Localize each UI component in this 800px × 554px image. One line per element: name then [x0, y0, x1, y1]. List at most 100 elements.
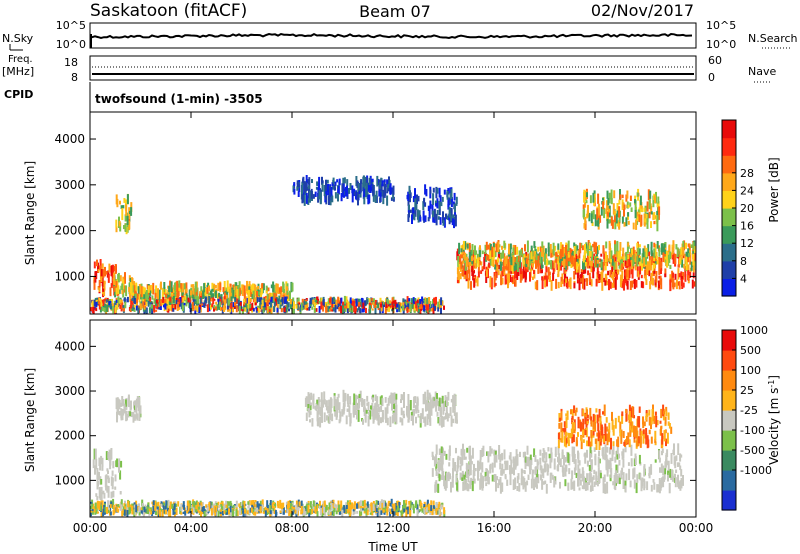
- echo-cell: [504, 460, 507, 465]
- echo-cell: [395, 414, 398, 425]
- echo-cell: [466, 243, 469, 249]
- echo-cell: [658, 478, 661, 485]
- echo-cell: [372, 302, 375, 305]
- echo-cell: [331, 297, 334, 305]
- echo-cell: [169, 296, 172, 303]
- echo-cell: [583, 208, 586, 220]
- echo-cell: [132, 412, 135, 423]
- echo-cell: [519, 272, 522, 283]
- echo-cell: [230, 302, 233, 309]
- echo-cell: [623, 222, 626, 227]
- echo-cell: [553, 262, 556, 269]
- echo-cell: [353, 508, 356, 515]
- echo-cell: [452, 214, 455, 220]
- echo-cell: [319, 406, 322, 417]
- echo-cell: [438, 448, 441, 455]
- echo-cell: [543, 451, 546, 459]
- echo-cell: [133, 304, 136, 308]
- echo-cell: [435, 468, 438, 476]
- echo-cell: [542, 458, 545, 463]
- echo-cell: [130, 202, 133, 212]
- echo-cell: [645, 257, 647, 265]
- echo-cell: [160, 299, 163, 307]
- echo-cell: [133, 504, 136, 508]
- echo-cell: [434, 484, 437, 493]
- echo-cell: [434, 306, 436, 311]
- echo-cell: [347, 403, 350, 407]
- echo-cell: [625, 251, 628, 261]
- echo-cell: [583, 476, 586, 483]
- echo-cell: [642, 429, 645, 435]
- echo-cell: [403, 392, 405, 403]
- echo-cell: [291, 303, 294, 311]
- nsky-tick-right-bottom: 10^0: [706, 38, 736, 51]
- echo-cell: [177, 301, 180, 308]
- echo-cell: [489, 251, 492, 259]
- echo-cell: [195, 303, 198, 306]
- echo-cell: [93, 306, 96, 310]
- echo-cell: [420, 413, 423, 424]
- echo-cell: [613, 265, 616, 276]
- echo-cell: [511, 276, 514, 283]
- echo-cell: [254, 297, 257, 303]
- echo-cell: [616, 240, 619, 252]
- echo-cell: [645, 428, 648, 439]
- echo-cell: [168, 509, 171, 517]
- echo-cell: [666, 259, 669, 268]
- echo-cell: [503, 270, 506, 276]
- echo-cell: [578, 258, 581, 265]
- echo-cell: [516, 486, 519, 491]
- echo-cell: [414, 306, 417, 312]
- echo-cell: [356, 308, 359, 313]
- echo-cell: [390, 508, 392, 514]
- echo-cell: [499, 482, 502, 494]
- echo-cell: [103, 306, 106, 312]
- echo-cell: [290, 281, 293, 293]
- echo-cell: [425, 400, 428, 411]
- echo-cell: [612, 425, 615, 436]
- echo-cell: [262, 298, 265, 301]
- echo-cell: [544, 272, 547, 278]
- echo-cell: [589, 251, 592, 257]
- echo-cell: [476, 253, 479, 261]
- colorbar-tick-label: 12: [740, 237, 754, 250]
- echo-cell: [685, 258, 688, 271]
- nsky-label: N.Sky: [2, 32, 34, 45]
- echo-cell: [113, 272, 116, 285]
- echo-cell: [214, 284, 217, 289]
- echo-cell: [574, 409, 577, 416]
- echo-cell: [577, 432, 579, 437]
- echo-cell: [143, 305, 146, 310]
- echo-cell: [184, 296, 187, 301]
- echo-cell: [239, 302, 242, 307]
- echo-cell: [477, 271, 480, 278]
- echo-cell: [557, 243, 560, 250]
- echo-cell: [574, 264, 577, 275]
- echo-cell: [282, 507, 285, 515]
- echo-cell: [323, 412, 326, 423]
- echo-cell: [687, 269, 690, 276]
- echo-cell: [116, 407, 119, 413]
- echo-cell: [214, 290, 217, 298]
- echo-cell: [463, 449, 466, 460]
- echo-cell: [632, 222, 635, 230]
- echo-cell: [515, 263, 518, 270]
- echo-cell: [639, 199, 642, 212]
- echo-cell: [570, 264, 573, 268]
- echo-cell: [204, 297, 207, 303]
- echo-cell: [212, 293, 215, 300]
- echo-cell: [237, 292, 240, 304]
- echo-cell: [185, 293, 188, 305]
- echo-cell: [506, 266, 509, 271]
- echo-cell: [243, 292, 246, 303]
- echo-cell: [593, 241, 596, 253]
- echo-cell: [107, 486, 110, 498]
- echo-cell: [209, 297, 212, 302]
- echo-cell: [102, 288, 105, 292]
- echo-cell: [355, 394, 358, 405]
- echo-cell: [454, 413, 457, 424]
- echo-cell: [183, 283, 186, 290]
- echo-cell: [356, 192, 359, 201]
- echo-cell: [332, 307, 335, 312]
- echo-cell: [97, 269, 100, 273]
